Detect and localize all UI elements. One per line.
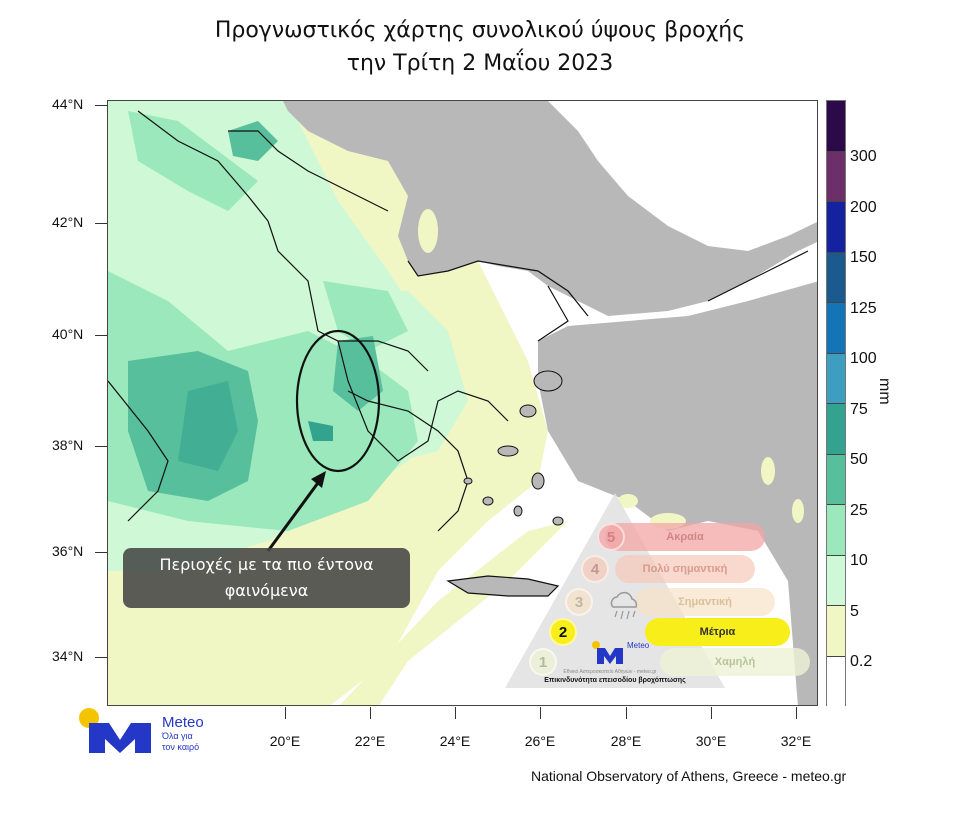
y-tick-42N: 42°N	[52, 214, 84, 230]
colorbar-segment	[827, 151, 845, 202]
x-tick-line	[370, 707, 371, 719]
risk-bar-level-4: Πολύ σημαντική	[615, 555, 755, 583]
x-tick-line	[711, 707, 712, 719]
annotation-callout: Περιοχές με τα πιο έντονα φαινόμενα	[123, 548, 410, 608]
x-tick-28E: 28°E	[610, 733, 642, 749]
y-tick-40N: 40°N	[52, 326, 84, 342]
risk-bar-level-5: Ακραία	[605, 523, 765, 551]
colorbar-label-50: 50	[850, 451, 868, 468]
logo-tagline-1: Όλα για	[162, 731, 193, 741]
meteo-logo-small-icon	[592, 641, 623, 664]
colorbar-label-10: 10	[850, 552, 868, 569]
colorbar-segment	[827, 252, 845, 303]
pyramid-logo-brand: Meteo	[627, 641, 650, 650]
colorbar-segment	[827, 353, 845, 404]
colorbar-segment	[827, 303, 845, 354]
x-tick-26E: 26°E	[524, 733, 556, 749]
colorbar-segment	[827, 101, 845, 152]
colorbar-label-25: 25	[850, 502, 868, 519]
title-line-2: την Τρίτη 2 Μαΐου 2023	[346, 51, 614, 76]
pyramid-caption: Επικινδυνότητα επεισοδίου βροχόπτωσης	[544, 677, 686, 684]
x-tick-24E: 24°E	[439, 733, 471, 749]
callout-line-2: φαινόμενα	[224, 581, 309, 600]
colorbar-segment	[827, 202, 845, 253]
colorbar-segment	[827, 606, 845, 657]
callout-line-1: Περιοχές με τα πιο έντονα	[159, 555, 374, 574]
colorbar-label-75: 75	[850, 401, 868, 418]
logo-brand: Meteo	[162, 714, 204, 731]
x-tick-line	[626, 707, 627, 719]
x-tick-30E: 30°E	[695, 733, 727, 749]
colorbar-segment	[827, 404, 845, 455]
pyramid-subcaption: Εθνικό Αστεροσκοπείο Αθηνών - meteo.gr	[563, 669, 657, 675]
meteo-logo-icon	[79, 708, 151, 753]
risk-bar-level-1: Χαμηλή	[660, 648, 810, 676]
x-tick-22E: 22°E	[354, 733, 386, 749]
colorbar-label-100: 100	[850, 350, 877, 367]
colorbar-label-200: 200	[850, 199, 877, 216]
map-title: Προγνωστικός χάρτης συνολικού ύψους βροχ…	[0, 14, 960, 80]
source-credit: National Observatory of Athens, Greece -…	[531, 768, 847, 784]
x-tick-line	[540, 707, 541, 719]
colorbar-label-300: 300	[850, 148, 877, 165]
y-tick-line	[95, 105, 107, 106]
y-tick-line	[95, 223, 107, 224]
colorbar-label-150: 150	[850, 249, 877, 266]
y-tick-line	[95, 446, 107, 447]
risk-bar-level-2: Μέτρια	[645, 618, 790, 646]
x-tick-line	[285, 707, 286, 719]
y-tick-34N: 34°N	[52, 648, 84, 664]
risk-level-4-badge: 4	[581, 555, 609, 583]
risk-level-3-badge: 3	[565, 588, 593, 616]
x-tick-20E: 20°E	[269, 733, 301, 749]
colorbar	[826, 100, 846, 707]
y-tick-36N: 36°N	[52, 543, 84, 559]
title-line-1: Προγνωστικός χάρτης συνολικού ύψους βροχ…	[214, 18, 746, 43]
colorbar-segment	[827, 505, 845, 556]
risk-level-1-badge: 1	[529, 648, 557, 676]
meteo-logo-text: Meteo Όλα για τον καιρό	[162, 714, 204, 753]
y-tick-line	[95, 552, 107, 553]
x-tick-line	[455, 707, 456, 719]
risk-pyramid: Ακραία Πολύ σημαντική Σημαντική Μέτρια Χ…	[505, 493, 810, 693]
y-tick-44N: 44°N	[52, 96, 84, 112]
rain-cloud-icon	[610, 591, 638, 620]
y-tick-line	[95, 335, 107, 336]
risk-level-2-badge: 2	[549, 618, 577, 646]
risk-bar-level-3: Σημαντική	[635, 588, 775, 616]
colorbar-segment	[827, 656, 845, 707]
colorbar-segment	[827, 454, 845, 505]
colorbar-label-0-2: 0.2	[850, 653, 873, 670]
colorbar-unit: mm	[876, 378, 893, 405]
colorbar-label-125: 125	[850, 300, 877, 317]
colorbar-label-5: 5	[850, 603, 859, 620]
x-tick-32E: 32°E	[780, 733, 812, 749]
x-tick-line	[796, 707, 797, 719]
colorbar-segment	[827, 555, 845, 606]
y-tick-38N: 38°N	[52, 437, 84, 453]
y-tick-line	[95, 657, 107, 658]
logo-tagline-2: τον καιρό	[162, 742, 200, 752]
risk-level-5-badge: 5	[597, 523, 625, 551]
